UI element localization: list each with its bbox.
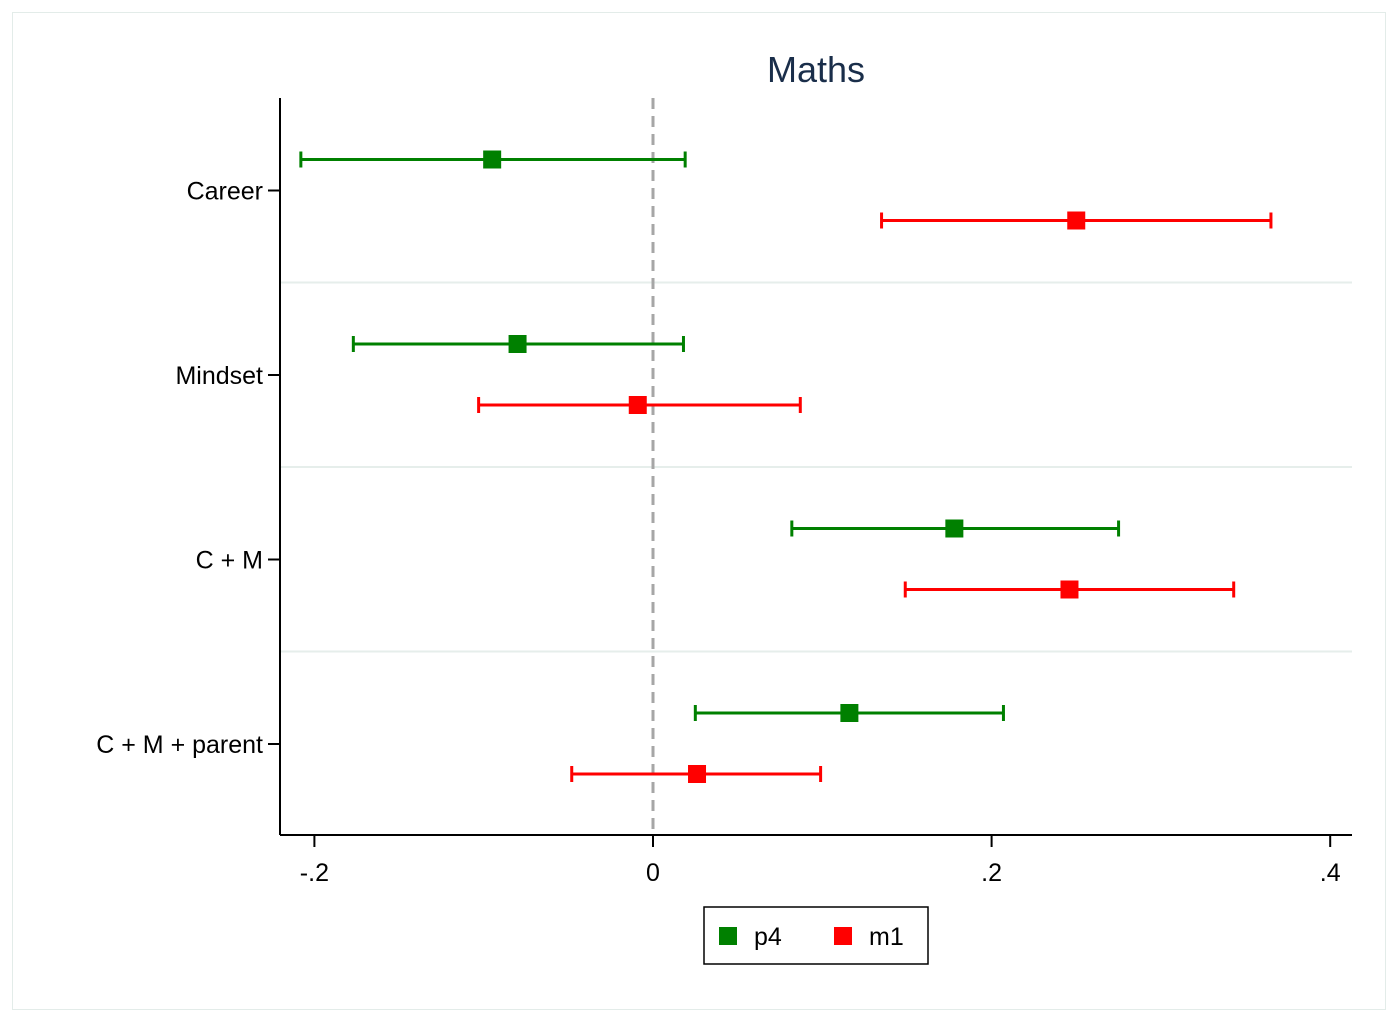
x-axis-ticks: -.2 0 .2 .4	[300, 835, 1341, 887]
legend: p4 m1	[703, 906, 929, 965]
category-separators	[280, 281, 1352, 653]
y-tick-label: C + M	[196, 547, 263, 575]
y-tick-label: Career	[187, 178, 263, 206]
x-tick-label: 0	[646, 859, 660, 887]
legend-box	[703, 906, 929, 965]
x-tick-label: .2	[981, 859, 1002, 887]
y-axis-ticks: Career Mindset C + M C + M + parent	[96, 178, 280, 759]
x-tick-label: -.2	[300, 859, 329, 887]
data-marks	[299, 150, 1273, 783]
point-marker-m1	[628, 396, 647, 414]
y-tick-label: Mindset	[175, 362, 263, 390]
legend-label-p4: p4	[754, 923, 782, 951]
point-marker-m1	[1060, 580, 1079, 599]
point-marker-p4	[945, 519, 964, 538]
point-marker-p4	[483, 150, 502, 169]
chart-title: Maths	[767, 49, 865, 90]
point-marker-p4	[508, 335, 527, 353]
legend-swatch-p4	[719, 927, 737, 945]
axes	[279, 98, 1352, 836]
x-tick-label: .4	[1320, 859, 1341, 887]
point-marker-m1	[688, 765, 707, 783]
legend-swatch-m1	[834, 927, 852, 945]
chart-frame	[12, 12, 1386, 1010]
point-marker-p4	[840, 704, 859, 722]
legend-label-m1: m1	[869, 923, 904, 951]
point-marker-m1	[1067, 211, 1086, 230]
y-tick-label: C + M + parent	[96, 731, 263, 759]
